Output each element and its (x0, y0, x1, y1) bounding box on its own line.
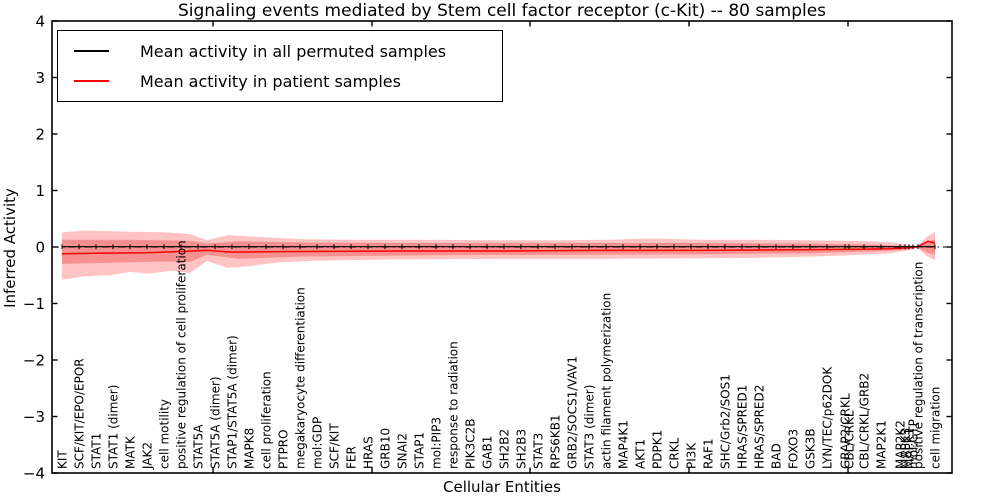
x-tick-label: PDPK1 (651, 430, 665, 469)
x-tick-label: CRKL (668, 437, 682, 469)
x-tick-label: SH2B2 (498, 429, 512, 469)
y-tick-label: 0 (35, 239, 45, 257)
x-tick-label: MATK (124, 435, 138, 469)
x-tick-label: cell migration (929, 387, 943, 469)
x-tick-label: BAD (770, 443, 784, 469)
x-axis-label: Cellular Entities (443, 478, 561, 496)
x-tick-label: MAP4K1 (617, 420, 631, 469)
legend-item-permuted: Mean activity in all permuted samples (58, 36, 502, 66)
x-tick-label: HRAS (362, 436, 376, 469)
x-tick-label: FOXO3 (787, 429, 801, 469)
x-tick-label: STAT5A (dimer) (209, 376, 223, 469)
x-tick-label: MAPK3 (899, 428, 913, 469)
x-tick-label: SNAI2 (396, 433, 410, 469)
x-tick-label: actin filament polymerization (600, 293, 614, 469)
legend-label-permuted: Mean activity in all permuted samples (140, 41, 447, 61)
x-tick-label: SCF/KIT (328, 423, 342, 469)
x-tick-label: cell proliferation (260, 371, 274, 469)
patient-range-outer-band (62, 230, 935, 280)
x-tick-label: STAT3 (532, 433, 546, 469)
x-tick-label: response to radiation (447, 341, 461, 469)
x-tick-label: HRAS/SPRED2 (753, 385, 767, 469)
x-tick-label: mol:PIP3 (430, 417, 444, 469)
x-tick-label: MAPK8 (243, 428, 257, 469)
x-tick-label: PI3K (685, 442, 699, 469)
x-tick-label: STAT1 (90, 433, 104, 469)
x-tick-label: GSK3B (804, 428, 818, 469)
x-tick-label: GRB2/SOCS1/VAV1 (566, 356, 580, 469)
x-tick-label: RAF1 (702, 438, 716, 469)
x-tick-label: HRAS/SPRED1 (736, 385, 750, 469)
x-tick-label: megakaryocyte differentiation (294, 287, 308, 469)
chart-title: Signaling events mediated by Stem cell f… (177, 1, 827, 21)
patient-mean-line (61, 240, 936, 255)
x-tick-label: RPS6KB1 (549, 414, 563, 469)
x-tick-label: cell motility (158, 399, 172, 469)
x-tick-label: STAT5A (192, 424, 206, 469)
x-tick-label: GRAP2/CRKL (839, 393, 853, 469)
y-tick-label: −2 (23, 352, 45, 370)
x-tick-label: SH2B3 (515, 429, 529, 469)
x-tick-label: GAB1 (481, 436, 495, 469)
x-tick-label: PTPRO (277, 429, 291, 469)
x-tick-label: SHC/Grb2/SOS1 (719, 374, 733, 469)
legend: Mean activity in all permuted samples Me… (57, 30, 503, 102)
x-tick-label: LYN/TEC/p62DOK (821, 366, 835, 469)
x-tick-label: SCF/KIT/EPO/EPOR (73, 358, 87, 469)
y-tick-label: −1 (23, 295, 45, 313)
x-tick-label: positive regulation of transcription (912, 262, 926, 469)
y-tick-label: 4 (35, 13, 45, 31)
legend-line-patient-icon (74, 80, 109, 82)
x-tick-label: STAT3 (dimer) (583, 385, 597, 469)
x-tick-label: positive regulation of cell proliferatio… (175, 240, 189, 469)
x-tick-label: FER (345, 446, 359, 469)
x-tick-label: STAT1 (dimer) (107, 385, 121, 469)
x-tick-label: mol:GTP (907, 419, 921, 469)
y-axis-label: Inferred Activity (1, 188, 19, 308)
y-tick-label: 2 (35, 126, 45, 144)
x-tick-label: KIT (56, 450, 70, 469)
x-tick-label: MAPK1 (903, 428, 917, 469)
x-tick-label: CBL/CRKL (843, 410, 857, 469)
x-tick-label: PIK3C2B (464, 418, 478, 469)
x-tick-label: JAK2 (141, 442, 155, 470)
x-tick-label: mol:GDP (311, 417, 325, 469)
x-tick-label: MAP2K1 (875, 420, 889, 469)
x-tick-label: STAP1/STAT5A (dimer) (226, 335, 240, 469)
x-tick-label: GRB10 (379, 428, 393, 469)
y-tick-label: −3 (23, 408, 45, 426)
y-tick-label: 3 (35, 69, 45, 87)
legend-line-permuted-icon (74, 50, 109, 52)
y-tick-label: 1 (35, 182, 45, 200)
x-tick-label: STAP1 (413, 432, 427, 469)
x-tick-label: CBL/CRKL/GRB2 (858, 373, 872, 469)
y-tick-label: −4 (23, 465, 45, 483)
legend-label-patient: Mean activity in patient samples (140, 71, 401, 91)
x-tick-label: AKT1 (634, 439, 648, 469)
x-tick-label: MAP2K2 (894, 420, 908, 469)
legend-item-patient: Mean activity in patient samples (58, 66, 502, 96)
